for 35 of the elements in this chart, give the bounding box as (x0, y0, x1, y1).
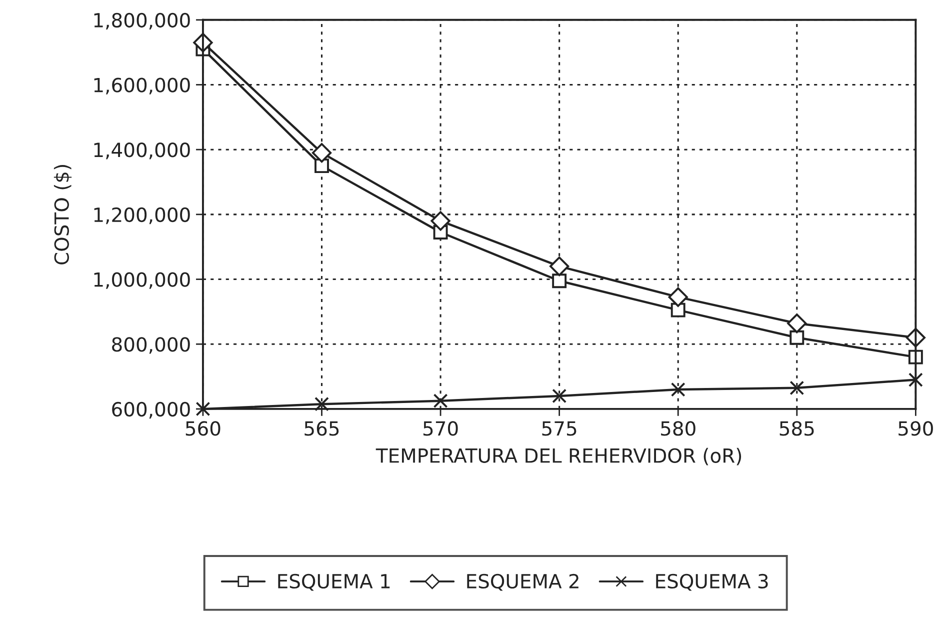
point (670, 382, 686, 397)
y-tick-label: 1,600,000 (94, 78, 190, 94)
point (430, 211, 450, 231)
x-tick-label: 570 (423, 421, 458, 436)
y-tick-label: 800,000 (112, 337, 190, 354)
x-tick-label: 585 (780, 421, 814, 436)
point (552, 388, 567, 404)
x-tick-label: 580 (661, 421, 696, 436)
legend-label: ESQUEMA 1 (278, 574, 390, 591)
y-tick-label: 1,400,000 (94, 142, 190, 160)
point (790, 380, 804, 396)
y-tick-label: 600,000 (112, 402, 190, 419)
point (550, 256, 570, 276)
point (433, 394, 448, 408)
x-tick-label: 560 (186, 421, 220, 436)
point (196, 402, 210, 416)
y-tick-label: 1,800,000 (94, 12, 190, 30)
x-tick-label: 565 (304, 421, 339, 436)
point (552, 274, 567, 288)
point (314, 158, 329, 174)
legend-label: ESQUEMA 2 (467, 574, 578, 591)
x-tick-label: 575 (542, 421, 576, 436)
y-tick-label: 1,200,000 (94, 207, 190, 224)
point (314, 396, 329, 412)
point (787, 314, 807, 334)
point (670, 302, 686, 318)
x-tick-label: 590 (898, 421, 933, 436)
point (908, 372, 923, 387)
point (668, 287, 688, 307)
legend-label: ESQUEMA 3 (656, 574, 768, 591)
y-tick-label: 1,000,000 (94, 272, 190, 289)
x-axis-title: TEMPERATURA DEL REHERVIDOR (oR) (376, 448, 742, 466)
y-axis-title: COSTO ($) (54, 165, 72, 264)
point (790, 330, 804, 345)
point (312, 143, 332, 163)
